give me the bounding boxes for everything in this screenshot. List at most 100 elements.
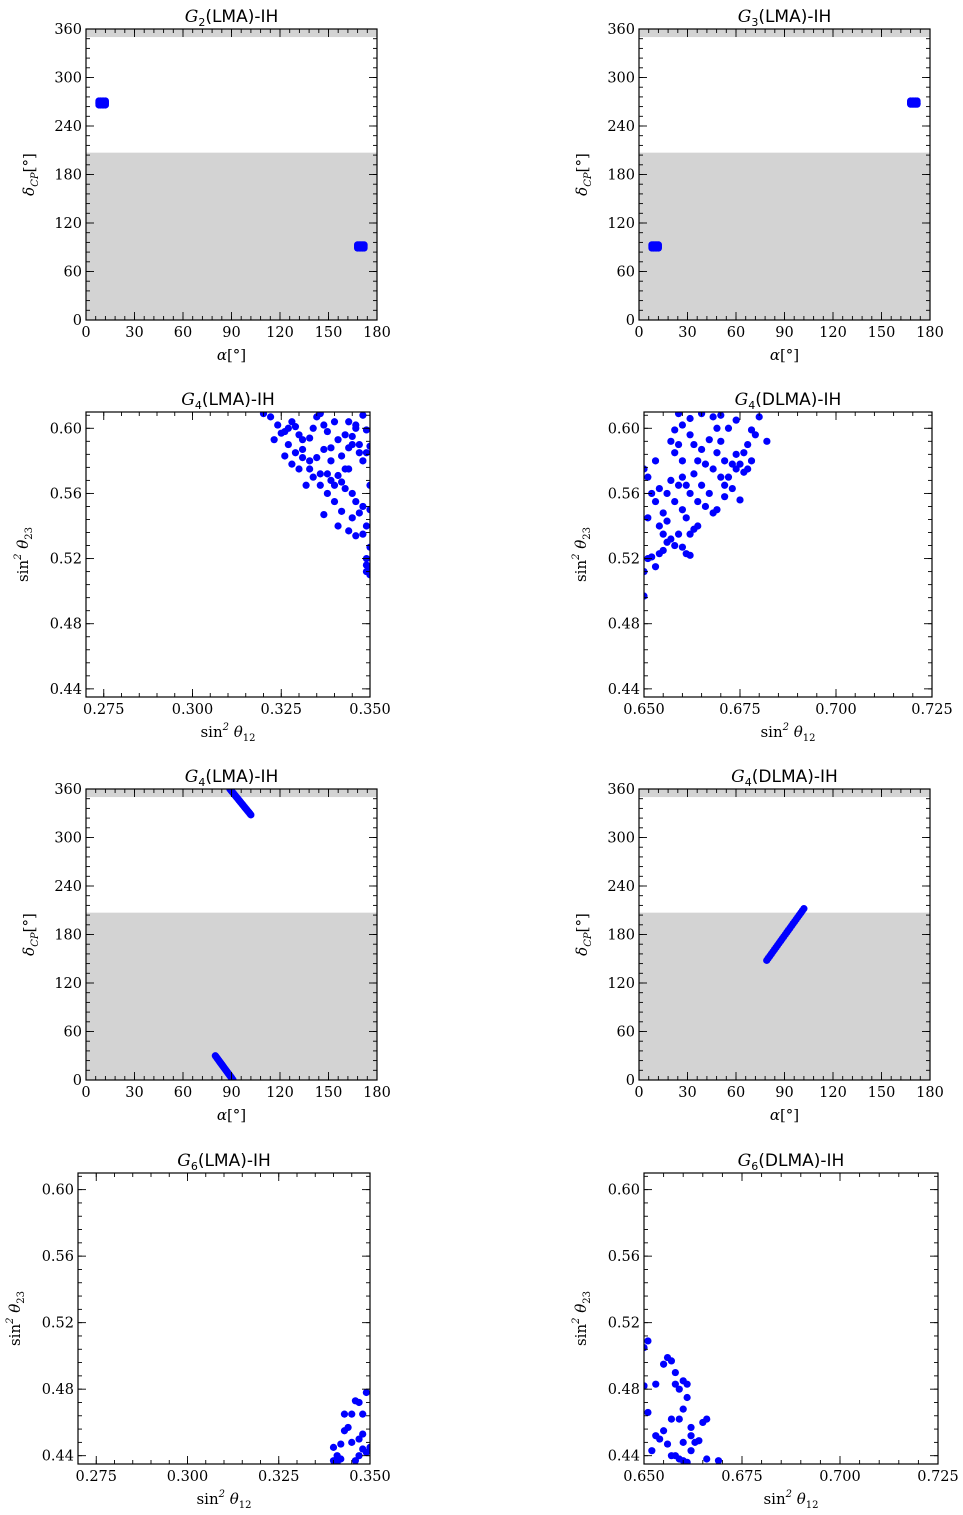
x-tick-label: 90 [775, 325, 793, 341]
scatter-point [267, 413, 275, 421]
y-tick-label: 0.44 [42, 1449, 74, 1465]
scatter-points [763, 905, 808, 964]
scatter-point [663, 1440, 672, 1448]
y-tick-label: 0.48 [608, 1382, 640, 1398]
scatter-point [355, 449, 363, 457]
x-axis-label: sin2 θ12 [763, 1489, 818, 1511]
x-axis-label: sin2 θ12 [200, 722, 255, 744]
x-tick-label: 0.700 [815, 702, 857, 718]
scatter-point [362, 1448, 370, 1456]
x-tick-label: 120 [819, 325, 847, 341]
y-axis-label: δCP[°] [20, 913, 41, 956]
x-tick-label: 0.350 [349, 1469, 391, 1485]
y-tick-label: 60 [617, 265, 635, 281]
x-tick-label: 0.700 [819, 1469, 861, 1485]
scatter-point [284, 424, 292, 432]
scatter-point [678, 473, 687, 481]
scatter-point [348, 440, 356, 449]
x-tick-label: 0 [634, 325, 643, 341]
scatter-point [333, 1458, 341, 1464]
y-tick-label: 120 [54, 216, 82, 232]
scatter-point [366, 481, 370, 489]
scatter-point [341, 431, 349, 439]
scatter-point [288, 460, 296, 468]
y-tick-label: 60 [64, 265, 82, 281]
chart-title: G4(DLMA)-IH [735, 390, 842, 412]
x-tick-label: 60 [174, 1085, 192, 1101]
scatter-point [355, 1398, 363, 1407]
scatter-point [306, 465, 314, 473]
chart-panel-p4: 0.650 0.675 0.700 0.725 0.44 0.48 0.52 0.56 0.60… [571, 390, 953, 744]
scatter-point [717, 437, 725, 445]
scatter-point [366, 571, 370, 579]
x-tick-label: 150 [868, 325, 896, 341]
scatter-point [690, 470, 698, 478]
scatter-point [686, 414, 694, 423]
scatter-point [334, 471, 342, 480]
scatter-point [671, 1380, 679, 1388]
scatter-point [690, 440, 698, 449]
chart-title: G6(LMA)-IH [177, 1151, 271, 1173]
x-tick-label: 60 [174, 325, 192, 341]
x-tick-label: 0.325 [260, 702, 302, 718]
scatter-point [320, 445, 328, 454]
chart-panel-p1: 0 30 60 90 120 150 180 0 60 120 180 240 300 360 G2(LMA… [20, 7, 391, 364]
scatter-point [679, 1438, 687, 1446]
scatter-point [683, 1458, 691, 1464]
x-tick-label: 180 [363, 325, 391, 341]
x-tick-label: 180 [916, 325, 944, 341]
scatter-point [316, 481, 324, 489]
scatter-point [736, 460, 744, 468]
scatter-point [678, 506, 687, 514]
scatter-point [298, 445, 307, 454]
x-axis-label: α[°] [770, 1106, 799, 1124]
scatter-point [703, 1415, 711, 1423]
y-tick-label: 360 [607, 782, 635, 798]
x-tick-label: 30 [125, 325, 143, 341]
scatter-point [362, 426, 370, 434]
scatter-point [694, 522, 702, 530]
scatter-point [309, 424, 317, 432]
scatter-point [744, 465, 752, 473]
x-tick-label: 150 [868, 1085, 896, 1101]
scatter-point [359, 412, 367, 419]
scatter-point [713, 424, 721, 432]
y-tick-label: 0 [626, 313, 635, 329]
plot-frame [643, 411, 933, 698]
scatter-point [352, 532, 360, 540]
scatter-point [682, 514, 690, 522]
scatter-point [337, 1440, 345, 1448]
scatter-point [800, 905, 808, 913]
x-tick-label: 150 [315, 325, 343, 341]
scatter-point [686, 530, 694, 538]
scatter-point [274, 421, 282, 429]
plot-frame [85, 28, 378, 321]
scatter-point [655, 484, 663, 493]
scatter-point [352, 421, 360, 429]
x-tick-label: 0.275 [75, 1469, 117, 1485]
x-tick-label: 30 [125, 1085, 143, 1101]
y-tick-label: 300 [54, 831, 82, 847]
scatter-point [671, 426, 679, 434]
scatter-point [330, 497, 339, 506]
scatter-point [687, 1447, 695, 1455]
x-axis-label: sin2 θ12 [196, 1489, 251, 1511]
scatter-point [309, 473, 317, 481]
scatter-points [644, 1337, 723, 1464]
y-tick-label: 0.56 [608, 1249, 640, 1265]
scatter-point [703, 1455, 711, 1463]
x-tick-label: 30 [678, 325, 696, 341]
scatter-point [686, 431, 694, 439]
chart-panel-p6: 0 30 60 90 120 150 180 0 60 120 180 240 300 360 G4(DLM… [573, 767, 944, 1124]
scatter-point [654, 241, 663, 249]
scatter-point [709, 465, 717, 473]
y-tick-label: 180 [54, 928, 82, 944]
scatter-point [651, 497, 660, 506]
x-axis-label: α[°] [217, 346, 246, 364]
x-tick-label: 90 [222, 325, 240, 341]
x-tick-label: 0.325 [258, 1469, 300, 1485]
y-tick-label: 240 [54, 119, 82, 135]
scatter-point [728, 484, 736, 493]
scatter-points [211, 789, 255, 1080]
plot-frame [85, 788, 378, 1081]
